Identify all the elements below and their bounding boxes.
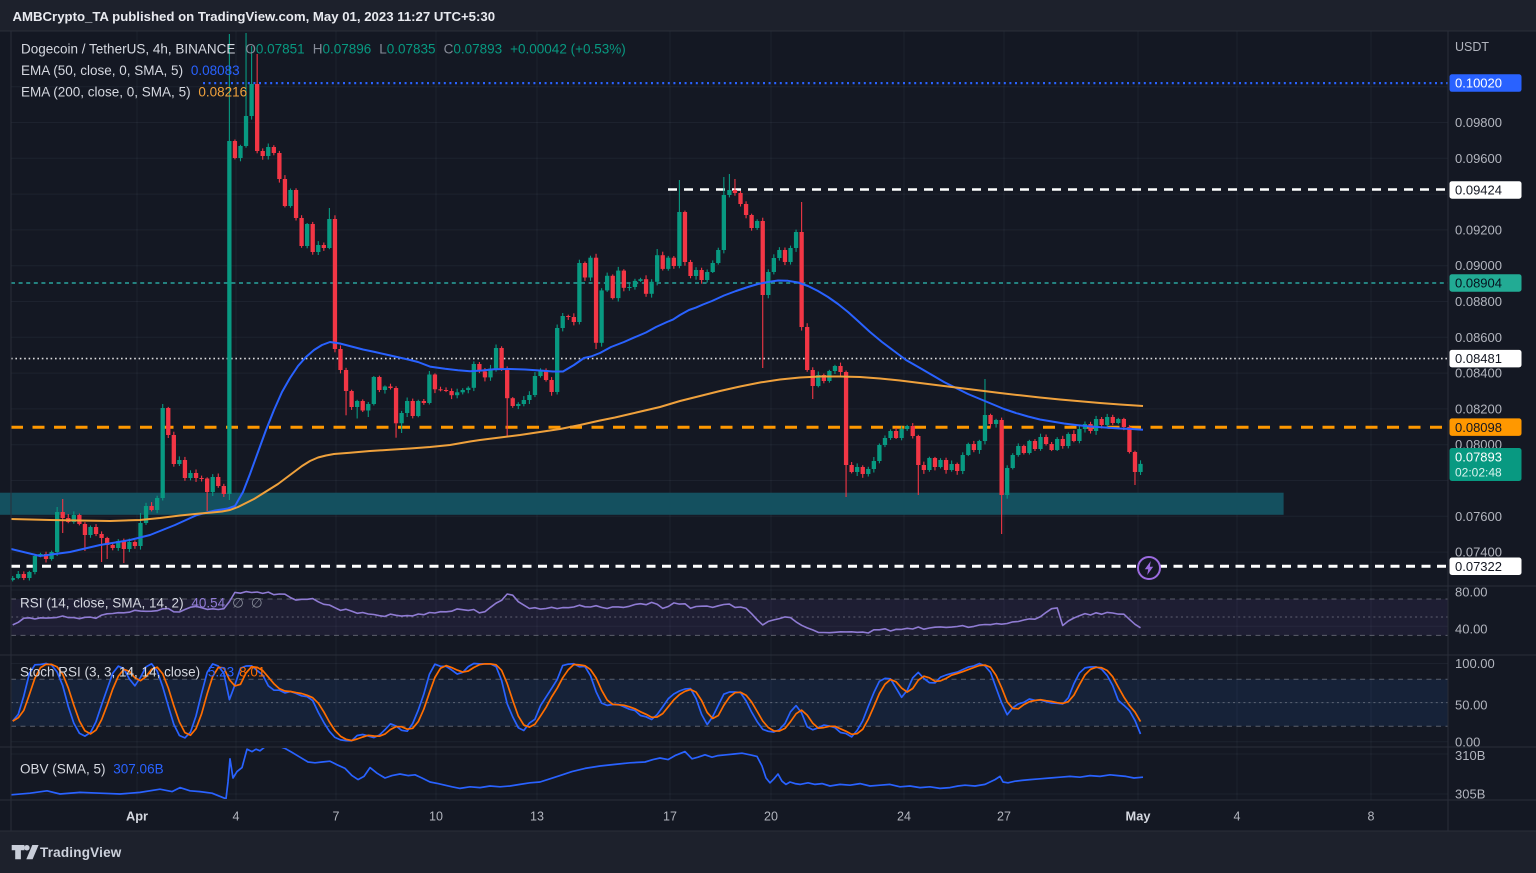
- svg-text:100.00: 100.00: [1455, 656, 1495, 671]
- svg-text:TradingView: TradingView: [40, 845, 122, 860]
- svg-text:4: 4: [233, 810, 240, 824]
- svg-text:17: 17: [663, 810, 677, 824]
- svg-text:0.07322: 0.07322: [1455, 559, 1502, 574]
- svg-text:13: 13: [530, 810, 544, 824]
- svg-text:Stoch RSI (3, 3, 14, 14, close: Stoch RSI (3, 3, 14, 14, close) 5.23 8.01: [20, 665, 265, 680]
- svg-text:50.00: 50.00: [1455, 698, 1488, 713]
- svg-text:0.09800: 0.09800: [1455, 115, 1502, 130]
- svg-text:02:02:48: 02:02:48: [1455, 466, 1502, 480]
- svg-text:RSI (14, close, SMA, 14, 2) 40: RSI (14, close, SMA, 14, 2) 40.54 ∅ ∅: [20, 596, 263, 611]
- svg-text:20: 20: [764, 810, 778, 824]
- svg-text:EMA (50, close, 0, SMA, 5) 0.0: EMA (50, close, 0, SMA, 5) 0.08083: [21, 63, 240, 78]
- svg-text:7: 7: [333, 810, 340, 824]
- svg-text:0.08400: 0.08400: [1455, 366, 1502, 381]
- svg-text:8: 8: [1368, 810, 1375, 824]
- svg-text:0.09200: 0.09200: [1455, 222, 1502, 237]
- svg-text:310B: 310B: [1455, 748, 1485, 763]
- svg-text:0.09000: 0.09000: [1455, 258, 1502, 273]
- svg-text:0.08800: 0.08800: [1455, 294, 1502, 309]
- svg-text:0.08600: 0.08600: [1455, 330, 1502, 345]
- svg-text:0.10020: 0.10020: [1455, 76, 1502, 91]
- svg-text:0.08200: 0.08200: [1455, 401, 1502, 416]
- svg-text:4: 4: [1234, 810, 1241, 824]
- svg-text:0.08481: 0.08481: [1455, 351, 1502, 366]
- svg-text:305B: 305B: [1455, 787, 1485, 802]
- svg-text:EMA (200, close, 0, SMA, 5) 0.: EMA (200, close, 0, SMA, 5) 0.08216: [21, 85, 247, 100]
- svg-text:10: 10: [429, 810, 443, 824]
- svg-text:0.09600: 0.09600: [1455, 151, 1502, 166]
- svg-text:AMBCrypto_TA published on Trad: AMBCrypto_TA published on TradingView.co…: [13, 9, 496, 24]
- svg-text:24: 24: [897, 810, 911, 824]
- svg-text:40.00: 40.00: [1455, 622, 1488, 637]
- svg-text:0.00: 0.00: [1455, 734, 1480, 749]
- svg-text:OBV (SMA, 5) 307.06B: OBV (SMA, 5) 307.06B: [20, 762, 164, 777]
- svg-text:0.08098: 0.08098: [1455, 420, 1502, 435]
- svg-text:0.08904: 0.08904: [1455, 276, 1502, 291]
- svg-text:May: May: [1126, 809, 1152, 824]
- svg-text:27: 27: [997, 810, 1011, 824]
- svg-text:Dogecoin / TetherUS, 4h, BINAN: Dogecoin / TetherUS, 4h, BINANCE O0.07851…: [21, 42, 626, 57]
- svg-text:0.07400: 0.07400: [1455, 545, 1502, 560]
- svg-text:80.00: 80.00: [1455, 585, 1488, 600]
- svg-text:USDT: USDT: [1455, 40, 1489, 54]
- svg-text:Apr: Apr: [126, 809, 148, 824]
- svg-text:0.09424: 0.09424: [1455, 183, 1502, 198]
- svg-text:0.07893: 0.07893: [1455, 450, 1502, 465]
- svg-text:0.07600: 0.07600: [1455, 509, 1502, 524]
